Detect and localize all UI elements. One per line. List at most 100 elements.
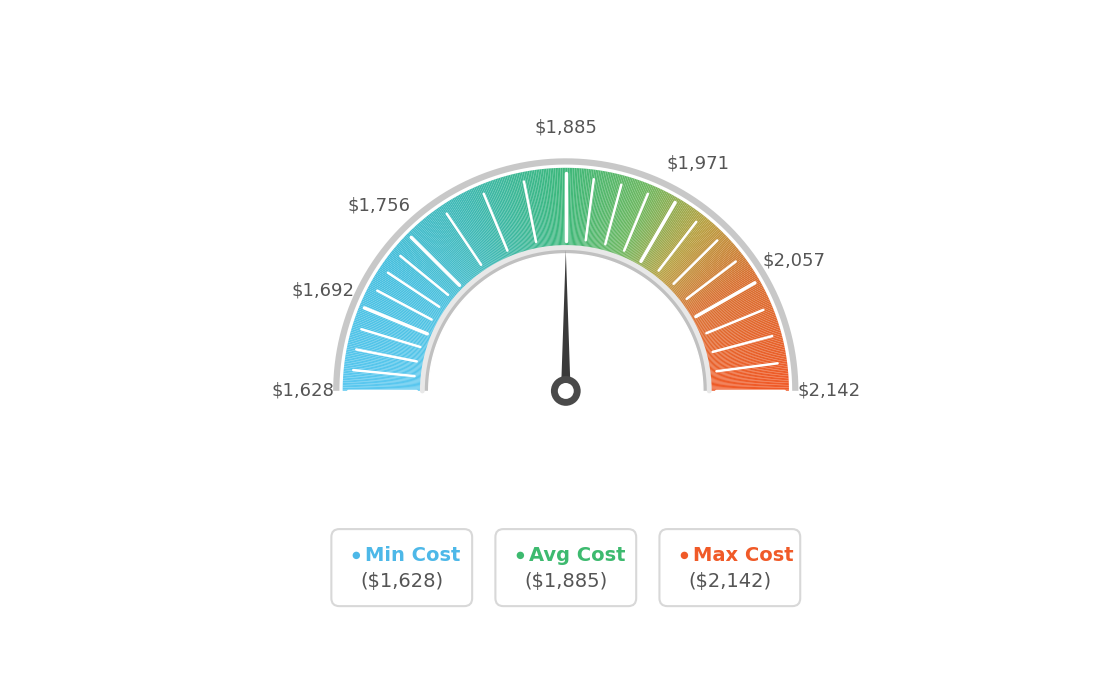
Wedge shape [652,214,702,277]
Wedge shape [679,253,742,303]
Wedge shape [571,168,574,248]
Wedge shape [709,365,787,375]
Wedge shape [667,232,723,290]
Wedge shape [454,197,495,267]
Text: $1,971: $1,971 [666,155,730,172]
Wedge shape [679,254,743,304]
Wedge shape [427,215,478,278]
Wedge shape [499,177,523,254]
Wedge shape [629,190,666,263]
Wedge shape [493,179,520,255]
Circle shape [551,376,581,406]
Text: $1,692: $1,692 [291,282,354,299]
Circle shape [517,552,524,559]
Wedge shape [593,172,609,250]
Wedge shape [558,168,561,248]
Wedge shape [626,188,661,261]
Wedge shape [665,230,721,288]
Wedge shape [682,260,747,308]
Wedge shape [660,224,714,284]
Text: ($2,142): ($2,142) [688,572,772,591]
Wedge shape [415,225,470,285]
Wedge shape [675,246,736,299]
Wedge shape [468,190,503,262]
Wedge shape [708,362,787,373]
Wedge shape [650,210,699,275]
Wedge shape [625,188,659,261]
Wedge shape [704,331,781,353]
Wedge shape [694,291,766,328]
Wedge shape [640,200,682,268]
Wedge shape [342,388,423,390]
Wedge shape [688,273,756,316]
Wedge shape [677,248,739,300]
Wedge shape [359,307,433,338]
Wedge shape [436,208,484,274]
Wedge shape [400,241,459,295]
Wedge shape [461,193,500,264]
Wedge shape [691,282,762,322]
Wedge shape [365,291,437,328]
Wedge shape [506,176,528,253]
Wedge shape [513,174,533,251]
Wedge shape [487,181,517,257]
Wedge shape [355,314,432,342]
Wedge shape [708,358,787,371]
Wedge shape [707,349,785,365]
Wedge shape [646,206,691,273]
Wedge shape [705,341,784,359]
Wedge shape [603,175,625,253]
Wedge shape [562,168,564,248]
Wedge shape [686,268,753,313]
Wedge shape [703,327,781,351]
Wedge shape [707,346,785,363]
Wedge shape [546,168,554,248]
Circle shape [558,383,574,399]
Wedge shape [691,284,762,323]
FancyBboxPatch shape [496,529,636,606]
Wedge shape [519,172,537,250]
Wedge shape [619,184,651,259]
Wedge shape [353,320,429,346]
Wedge shape [699,307,773,338]
Wedge shape [343,379,423,384]
Wedge shape [692,285,763,324]
Wedge shape [522,172,539,250]
Wedge shape [678,251,741,302]
Wedge shape [699,306,773,337]
Text: $2,142: $2,142 [797,382,860,400]
Wedge shape [658,220,711,282]
Wedge shape [574,168,580,248]
Wedge shape [704,335,783,356]
Wedge shape [367,290,438,327]
Wedge shape [696,296,768,331]
Wedge shape [380,267,446,312]
Wedge shape [709,366,788,376]
Wedge shape [370,284,440,323]
Wedge shape [708,353,786,367]
Wedge shape [373,277,443,319]
Wedge shape [473,188,507,261]
Wedge shape [414,226,469,286]
Wedge shape [702,320,778,346]
Wedge shape [359,306,433,337]
Wedge shape [701,319,777,346]
Wedge shape [709,380,788,385]
Wedge shape [370,282,440,322]
Wedge shape [349,335,427,356]
Wedge shape [709,377,788,383]
Wedge shape [698,302,772,335]
Wedge shape [538,169,549,248]
Wedge shape [393,248,455,300]
Wedge shape [543,169,552,248]
Wedge shape [343,370,423,379]
Text: $2,057: $2,057 [763,251,826,269]
Wedge shape [709,370,788,379]
Wedge shape [584,170,595,249]
Text: Avg Cost: Avg Cost [530,546,626,565]
Wedge shape [371,280,442,321]
Wedge shape [417,224,471,284]
Wedge shape [618,184,649,258]
Wedge shape [385,258,450,306]
Wedge shape [656,217,707,279]
